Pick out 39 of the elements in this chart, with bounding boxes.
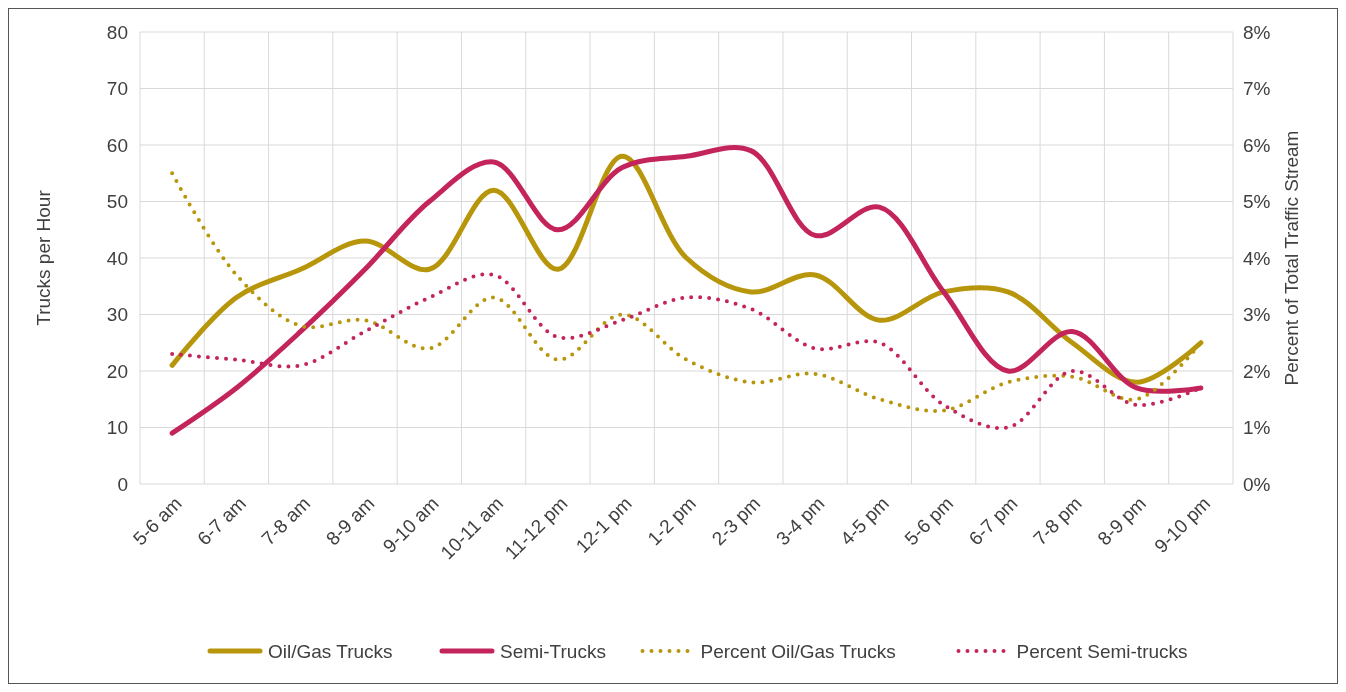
- x-tick-label: 5-6 pm: [900, 492, 958, 550]
- x-tick-label: 9-10 pm: [1150, 492, 1215, 557]
- legend-label: Semi-Trucks: [500, 640, 606, 662]
- y2-tick-label: 5%: [1243, 191, 1271, 213]
- y-tick-label: 20: [106, 360, 128, 382]
- x-tick-label: 6-7 am: [193, 492, 250, 550]
- x-tick-label: 3-4 pm: [771, 492, 829, 550]
- legend-label: Oil/Gas Trucks: [268, 640, 393, 662]
- y-tick-label: 0: [117, 473, 128, 495]
- y-tick-label: 50: [106, 191, 128, 213]
- y-tick-label: 30: [106, 304, 128, 326]
- x-tick-label: 6-7 pm: [964, 492, 1022, 550]
- x-tick-label: 8-9 am: [321, 492, 379, 550]
- y-tick-label: 60: [106, 134, 128, 156]
- y-tick-label: 40: [106, 247, 128, 269]
- x-tick-label: 5-6 am: [129, 492, 186, 550]
- y2-axis-title: Percent of Total Traffic Stream: [1281, 130, 1302, 386]
- x-tick-label: 12-1 pm: [571, 492, 636, 557]
- x-tick-label: 7-8 pm: [1029, 492, 1086, 550]
- y2-tick-label: 1%: [1243, 417, 1271, 439]
- y-axis-title: Trucks per Hour: [33, 189, 54, 326]
- legend-label: Percent Oil/Gas Trucks: [700, 640, 896, 662]
- x-tick-label: 9-10 am: [378, 492, 443, 557]
- x-tick-label: 8-9 pm: [1093, 492, 1151, 550]
- x-tick-label: 1-2 pm: [643, 492, 701, 550]
- x-tick-label: 2-3 pm: [707, 492, 765, 550]
- y-tick-label: 80: [106, 21, 128, 43]
- y-tick-label: 10: [106, 417, 128, 439]
- y2-tick-label: 4%: [1243, 247, 1271, 269]
- y2-tick-label: 7%: [1243, 78, 1271, 100]
- y2-tick-label: 6%: [1243, 134, 1271, 156]
- y2-tick-label: 2%: [1243, 360, 1271, 382]
- x-tick-label: 4-5 pm: [836, 492, 893, 550]
- y2-tick-label: 0%: [1243, 473, 1271, 495]
- y2-tick-label: 8%: [1243, 21, 1271, 43]
- legend-label: Percent Semi-trucks: [1016, 640, 1188, 662]
- y-tick-label: 70: [106, 78, 128, 100]
- y2-tick-label: 3%: [1243, 304, 1271, 326]
- x-tick-label: 7-8 am: [257, 492, 315, 550]
